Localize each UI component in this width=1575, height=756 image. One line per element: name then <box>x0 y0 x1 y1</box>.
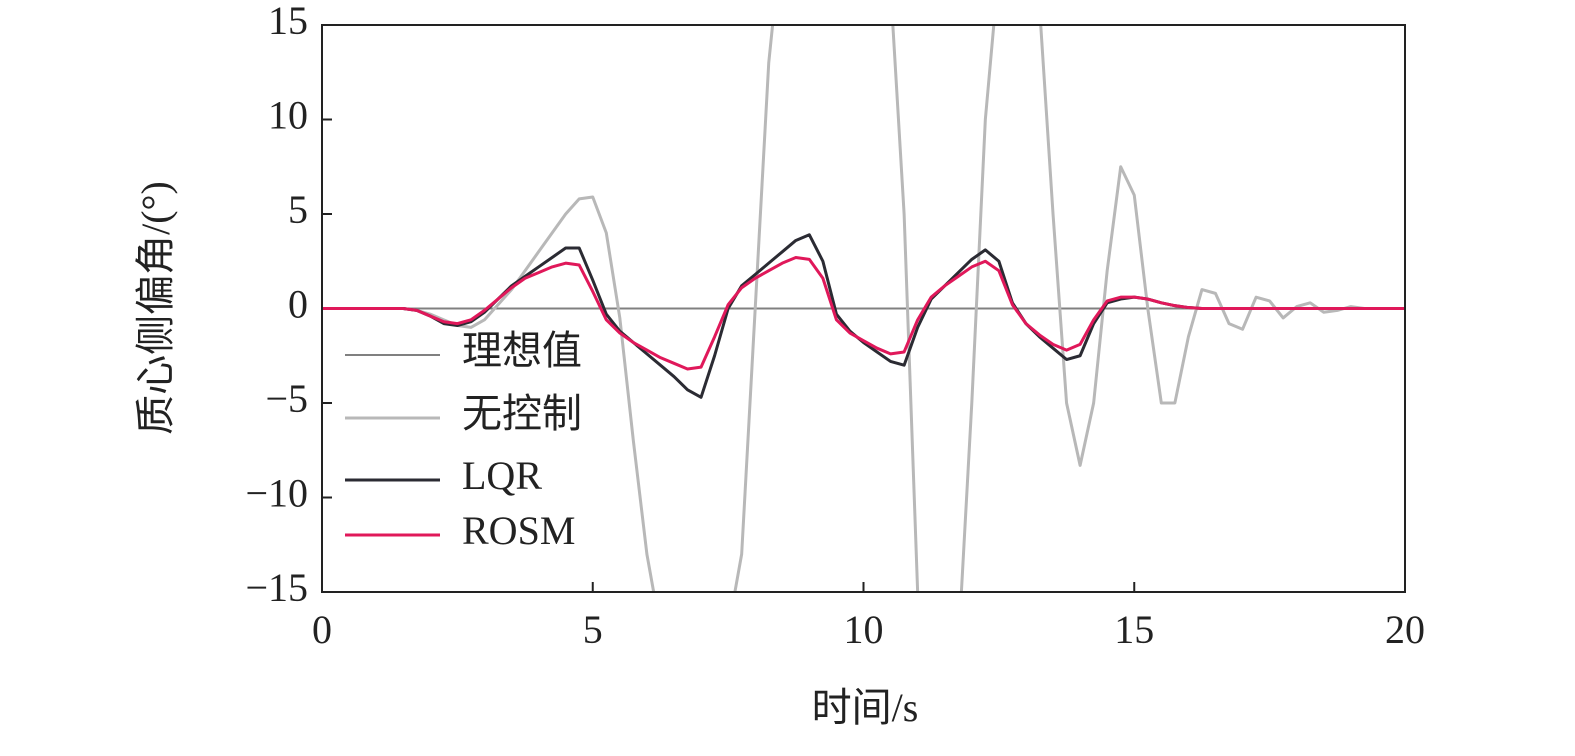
y-axis-label: 质心侧偏角/(°) <box>133 181 178 435</box>
legend-label: ROSM <box>462 508 575 553</box>
x-tick-label: 15 <box>1114 607 1154 652</box>
x-tick-label: 5 <box>583 607 603 652</box>
plot-frame <box>321 24 1406 593</box>
y-tick-label: −5 <box>265 376 308 421</box>
y-tick-label: 15 <box>268 0 308 43</box>
y-tick-label: 5 <box>288 187 308 232</box>
x-tick-label: 20 <box>1385 607 1425 652</box>
legend-label: 无控制 <box>462 391 582 436</box>
legend-label: LQR <box>462 453 542 498</box>
y-tick-label: −10 <box>245 471 308 516</box>
plot-area <box>322 25 1405 592</box>
y-tick-label: −15 <box>245 565 308 610</box>
x-tick-label: 10 <box>844 607 884 652</box>
y-tick-label: 0 <box>288 282 308 327</box>
legend-label: 理想值 <box>462 328 582 373</box>
x-tick-label: 0 <box>312 607 332 652</box>
series-line <box>322 255 1405 371</box>
y-tick-label: 10 <box>268 93 308 138</box>
series-line <box>322 25 1405 592</box>
x-axis-label: 时间/s <box>812 685 919 730</box>
